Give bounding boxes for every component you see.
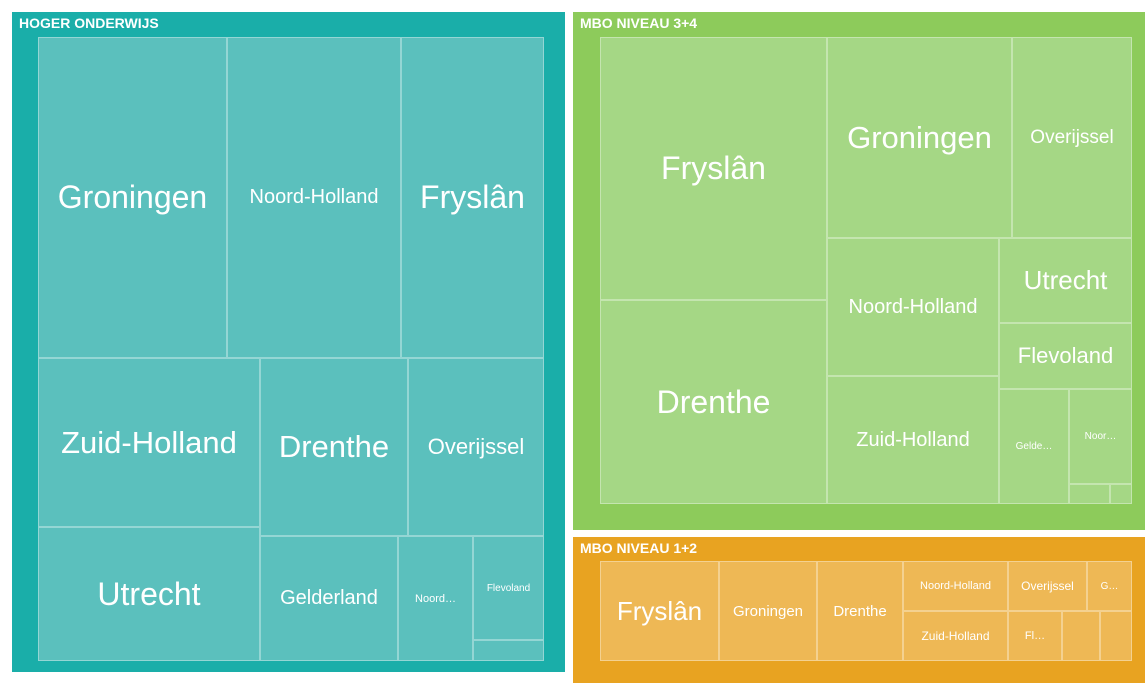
tile	[1062, 611, 1100, 661]
group-mbo-3-4: MBO NIVEAU 3+4 Fryslân Drenthe Groningen…	[573, 12, 1145, 530]
tile: Groningen	[827, 37, 1012, 238]
tile	[1110, 484, 1132, 504]
tile: Overijssel	[1012, 37, 1132, 238]
tile: Noord-Holland	[903, 561, 1008, 611]
tile: Zuid-Holland	[827, 376, 999, 504]
tile: Flevoland	[999, 323, 1132, 389]
tile: Drenthe	[260, 358, 408, 536]
tile: Fryslân	[600, 37, 827, 300]
tile: Noor…	[1069, 389, 1132, 484]
tile	[1069, 484, 1110, 504]
tile: Flevoland	[473, 536, 544, 640]
tile: Fryslân	[600, 561, 719, 661]
tile: Gelderland	[260, 536, 398, 661]
tile: Gelde…	[999, 389, 1069, 504]
tile: Groningen	[719, 561, 817, 661]
tile	[1100, 611, 1132, 661]
tile: Utrecht	[38, 527, 260, 661]
tile: Overijssel	[1008, 561, 1087, 611]
tile: Utrecht	[999, 238, 1132, 323]
group-title: MBO NIVEAU 1+2	[580, 540, 698, 556]
tile: Overijssel	[408, 358, 544, 536]
group-hoger-onderwijs: HOGER ONDERWIJS Groningen Noord-Holland …	[12, 12, 565, 672]
tile: Zuid-Holland	[903, 611, 1008, 661]
tile: Noord-Holland	[227, 37, 401, 358]
group-mbo-1-2: MBO NIVEAU 1+2 Fryslân Groningen Drenthe…	[573, 537, 1145, 683]
tile: G…	[1087, 561, 1132, 611]
tile: Noord-Holland	[827, 238, 999, 376]
tile: Noord…	[398, 536, 473, 661]
tile: Drenthe	[600, 300, 827, 504]
tile: Fryslân	[401, 37, 544, 358]
group-title: HOGER ONDERWIJS	[19, 15, 159, 31]
tile: Fl…	[1008, 611, 1062, 661]
group-title: MBO NIVEAU 3+4	[580, 15, 698, 31]
tile: Drenthe	[817, 561, 903, 661]
tile: Groningen	[38, 37, 227, 358]
tile: Zuid-Holland	[38, 358, 260, 527]
tile	[473, 640, 544, 661]
